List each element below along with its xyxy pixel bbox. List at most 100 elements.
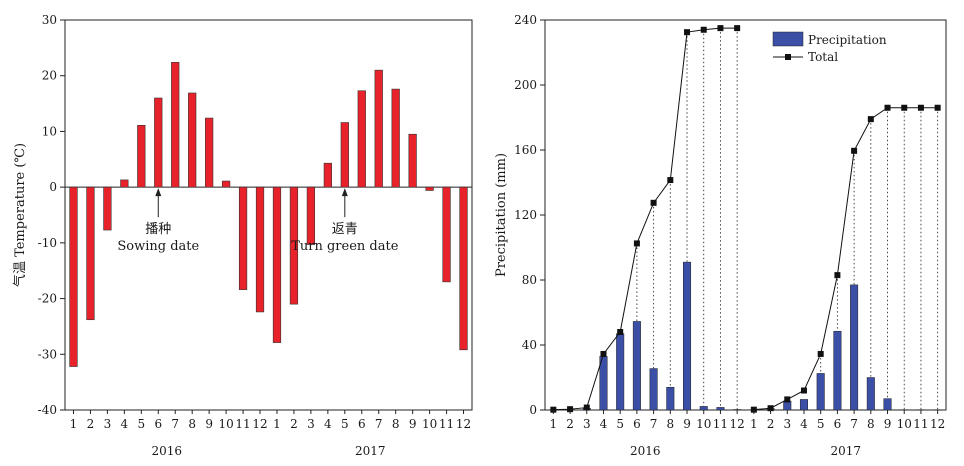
x-tick-label: 6 [834,417,842,431]
year-label: 2017 [355,444,386,458]
x-tick-label: 1 [750,417,758,431]
y-tick-label: 160 [514,143,537,157]
temperature-bar [86,186,95,321]
temperature-bar [188,92,197,188]
total-line [753,107,938,411]
total-marker [550,406,557,413]
x-tick-label: 11 [439,417,454,431]
temperature-bar [154,97,163,188]
precipitation-bar [716,407,725,411]
temperature-bar [255,186,265,313]
legend-swatch-precipitation [772,31,804,47]
y-tick-label: -10 [38,236,57,250]
total-marker [750,406,757,413]
total-marker [817,350,824,357]
plot-frame [64,19,473,411]
x-tick-label: 7 [375,417,383,431]
total-line [553,27,738,411]
annotation-zh: 播种 [145,222,171,237]
temperature-bar [459,186,468,351]
precipitation-bar [883,398,892,411]
total-marker [917,104,924,111]
y-tick-label: 80 [522,273,537,287]
temperature-bar [323,162,332,188]
total-marker [567,406,574,413]
total-marker [834,272,841,279]
temperature-bar [221,180,231,188]
total-marker [633,240,640,247]
legend-label-precipitation: Precipitation [808,33,887,47]
x-tick-label: 4 [324,417,332,431]
x-tick-label: 2 [87,417,95,431]
x-tick-label: 5 [341,417,349,431]
total-marker [901,104,908,111]
total-marker [717,25,724,32]
total-marker [784,396,791,403]
x-tick-label: 11 [913,417,928,431]
year-label: 2016 [630,444,661,458]
total-marker [684,29,691,36]
y-axis-label: Precipitation (mm) [494,153,509,277]
x-tick-label: 6 [358,417,366,431]
y-tick-label: 10 [42,124,57,138]
precipitation-bar [616,333,625,411]
total-marker [851,147,858,154]
y-tick-label: 30 [42,13,57,27]
x-tick-label: 4 [600,417,608,431]
x-tick-label: 9 [205,417,213,431]
x-tick-label: 1 [70,417,78,431]
temperature-bar [408,133,417,188]
y-tick-label: 240 [514,13,537,27]
y-tick-label: -30 [38,347,57,361]
precipitation-bar [699,406,708,411]
annotation-arrow-head [155,188,162,197]
x-tick-label: 1 [550,417,558,431]
x-tick-label: 7 [171,417,179,431]
y-tick-label: 120 [514,208,537,222]
total-marker [867,116,874,123]
temperature-bar [272,186,282,343]
legend-swatch-total-marker [785,54,791,60]
x-tick-label: 3 [783,417,791,431]
total-marker [650,199,657,206]
x-tick-label: 6 [154,417,162,431]
x-tick-label: 12 [930,417,945,431]
precipitation-bar [799,399,808,411]
total-marker [884,104,891,111]
y-tick-label: -40 [38,403,57,417]
temperature-bar [137,125,146,188]
precipitation-bar [599,356,608,411]
x-tick-label: 10 [897,417,912,431]
precipitation-bar [632,321,641,411]
x-tick-label: 5 [616,417,624,431]
x-tick-label: 3 [104,417,112,431]
x-tick-label: 7 [850,417,858,431]
annotation-en: Turn green date [291,239,398,254]
precipitation-bar [833,330,842,411]
x-tick-label: 8 [188,417,196,431]
temperature-bar [289,186,299,305]
precipitation-bar [666,387,675,411]
total-marker [767,405,774,412]
annotation-arrow-head [341,188,348,197]
x-tick-label: 12 [730,417,745,431]
x-tick-label: 9 [884,417,892,431]
y-tick-label: 0 [529,403,537,417]
y-tick-label: 200 [514,78,537,92]
x-tick-label: 11 [235,417,250,431]
x-tick-label: 2 [290,417,298,431]
x-tick-label: 12 [456,417,471,431]
temperature-bar [357,90,366,188]
total-marker [583,404,590,411]
temperature-bar [374,69,383,188]
total-marker [700,26,707,33]
x-tick-label: 10 [422,417,437,431]
total-marker [734,25,741,32]
total-marker [934,104,941,111]
x-tick-label: 8 [867,417,875,431]
x-tick-label: 11 [713,417,728,431]
precipitation-bar [866,377,875,411]
